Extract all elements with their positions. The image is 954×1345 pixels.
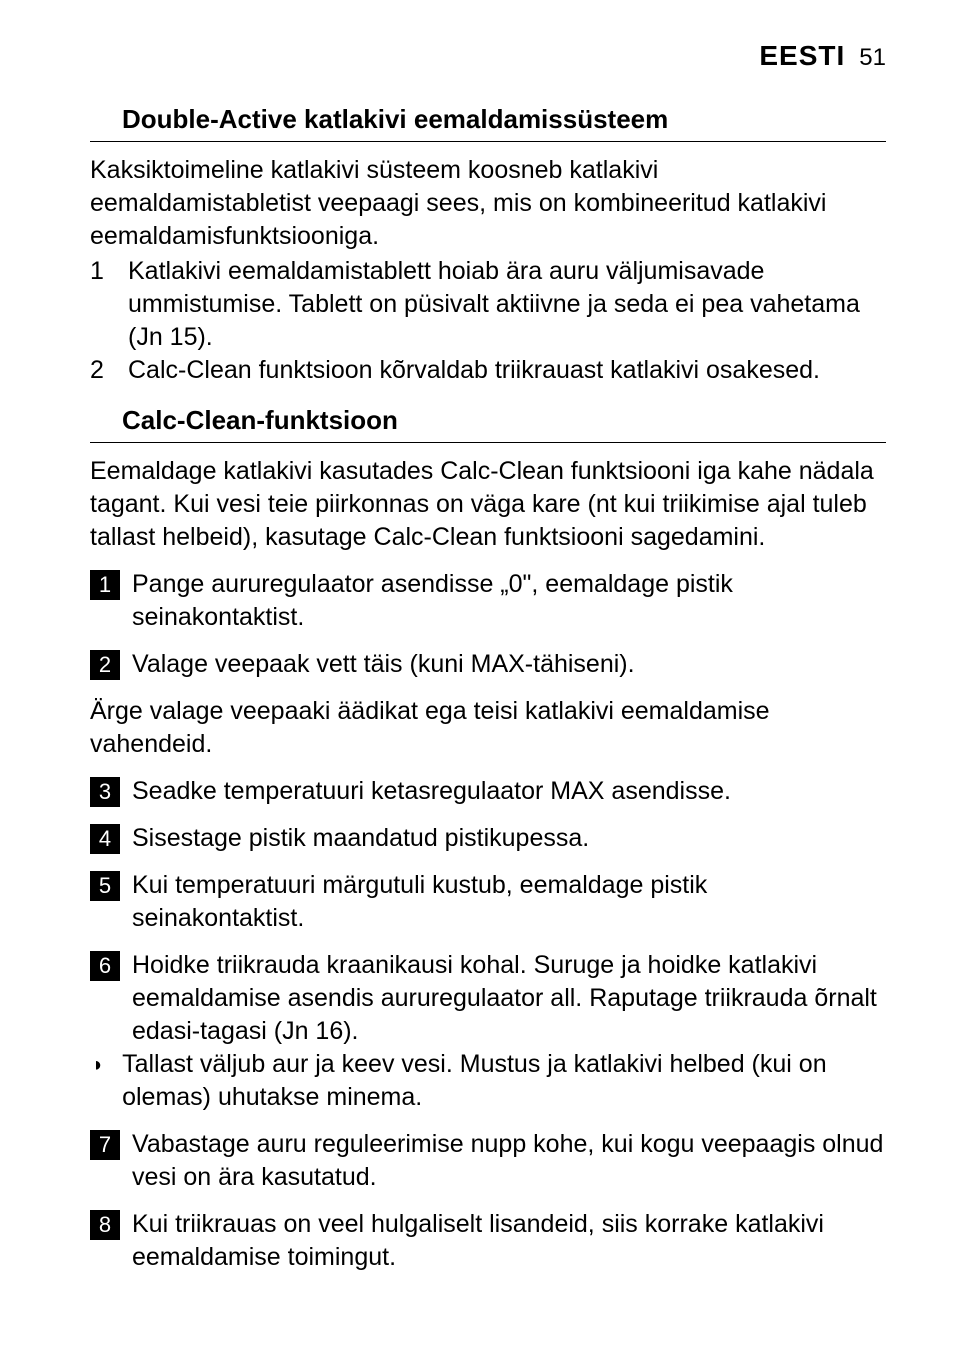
list-item: 2 Calc-Clean funktsioon kõrvaldab triikr… — [90, 354, 886, 387]
list-number: 2 — [90, 354, 106, 387]
section1-intro: Kaksiktoimeline katlakivi süsteem koosne… — [90, 154, 886, 253]
step-text: Seadke temperatuuri ketasregulaator MAX … — [132, 775, 886, 808]
step-text: Kui temperatuuri märgutuli kustub, eemal… — [132, 869, 886, 935]
step-number-box: 1 — [90, 570, 120, 600]
step-2: 2 Valage veepaak vett täis (kuni MAX-täh… — [90, 648, 886, 681]
step-text: Kui triikrauas on veel hulgaliselt lisan… — [132, 1208, 886, 1274]
step-text: Valage veepaak vett täis (kuni MAX-tähis… — [132, 648, 886, 681]
language-label: EESTI — [759, 40, 845, 72]
step-number-box: 5 — [90, 871, 120, 901]
section2-intro: Eemaldage katlakivi kasutades Calc-Clean… — [90, 455, 886, 554]
step-6: 6 Hoidke triikrauda kraanikausi kohal. S… — [90, 949, 886, 1048]
warning-text: Ärge valage veepaaki äädikat ega teisi k… — [90, 695, 886, 761]
section2-rule — [90, 442, 886, 443]
step-3: 3 Seadke temperatuuri ketasregulaator MA… — [90, 775, 886, 808]
bullet-text: Tallast väljub aur ja keev vesi. Mustus … — [122, 1048, 886, 1114]
list-text: Katlakivi eemaldamistablett hoiab ära au… — [128, 255, 886, 354]
bullet-icon: ◗ — [92, 1052, 104, 1078]
step-text: Sisestage pistik maandatud pistikupessa. — [132, 822, 886, 855]
list-number: 1 — [90, 255, 106, 354]
step-text: Vabastage auru reguleerimise nupp kohe, … — [132, 1128, 886, 1194]
list-text: Calc-Clean funktsioon kõrvaldab triikrau… — [128, 354, 820, 387]
step-number-box: 3 — [90, 777, 120, 807]
page-header: EESTI 51 — [90, 40, 886, 72]
page-number: 51 — [859, 44, 886, 72]
list-item: 1 Katlakivi eemaldamistablett hoiab ära … — [90, 255, 886, 354]
step-number-box: 8 — [90, 1210, 120, 1240]
step-1: 1 Pange aururegulaator asendisse „0", ee… — [90, 568, 886, 634]
step-number-box: 6 — [90, 951, 120, 981]
step-5: 5 Kui temperatuuri märgutuli kustub, eem… — [90, 869, 886, 935]
section1-list: 1 Katlakivi eemaldamistablett hoiab ära … — [90, 255, 886, 387]
step-number-box: 2 — [90, 650, 120, 680]
steps-container: 1 Pange aururegulaator asendisse „0", ee… — [90, 568, 886, 1274]
section2-title: Calc-Clean-funktsioon — [122, 405, 886, 436]
step-8: 8 Kui triikrauas on veel hulgaliselt lis… — [90, 1208, 886, 1274]
section1-rule — [90, 141, 886, 142]
step-text: Pange aururegulaator asendisse „0", eema… — [132, 568, 886, 634]
step-7: 7 Vabastage auru reguleerimise nupp kohe… — [90, 1128, 886, 1194]
section1-title: Double-Active katlakivi eemaldamissüstee… — [122, 104, 886, 135]
step-6-bullet: ◗ Tallast väljub aur ja keev vesi. Mustu… — [92, 1048, 886, 1114]
step-4: 4 Sisestage pistik maandatud pistikupess… — [90, 822, 886, 855]
step-text: Hoidke triikrauda kraanikausi kohal. Sur… — [132, 949, 886, 1048]
step-number-box: 4 — [90, 824, 120, 854]
step-number-box: 7 — [90, 1130, 120, 1160]
